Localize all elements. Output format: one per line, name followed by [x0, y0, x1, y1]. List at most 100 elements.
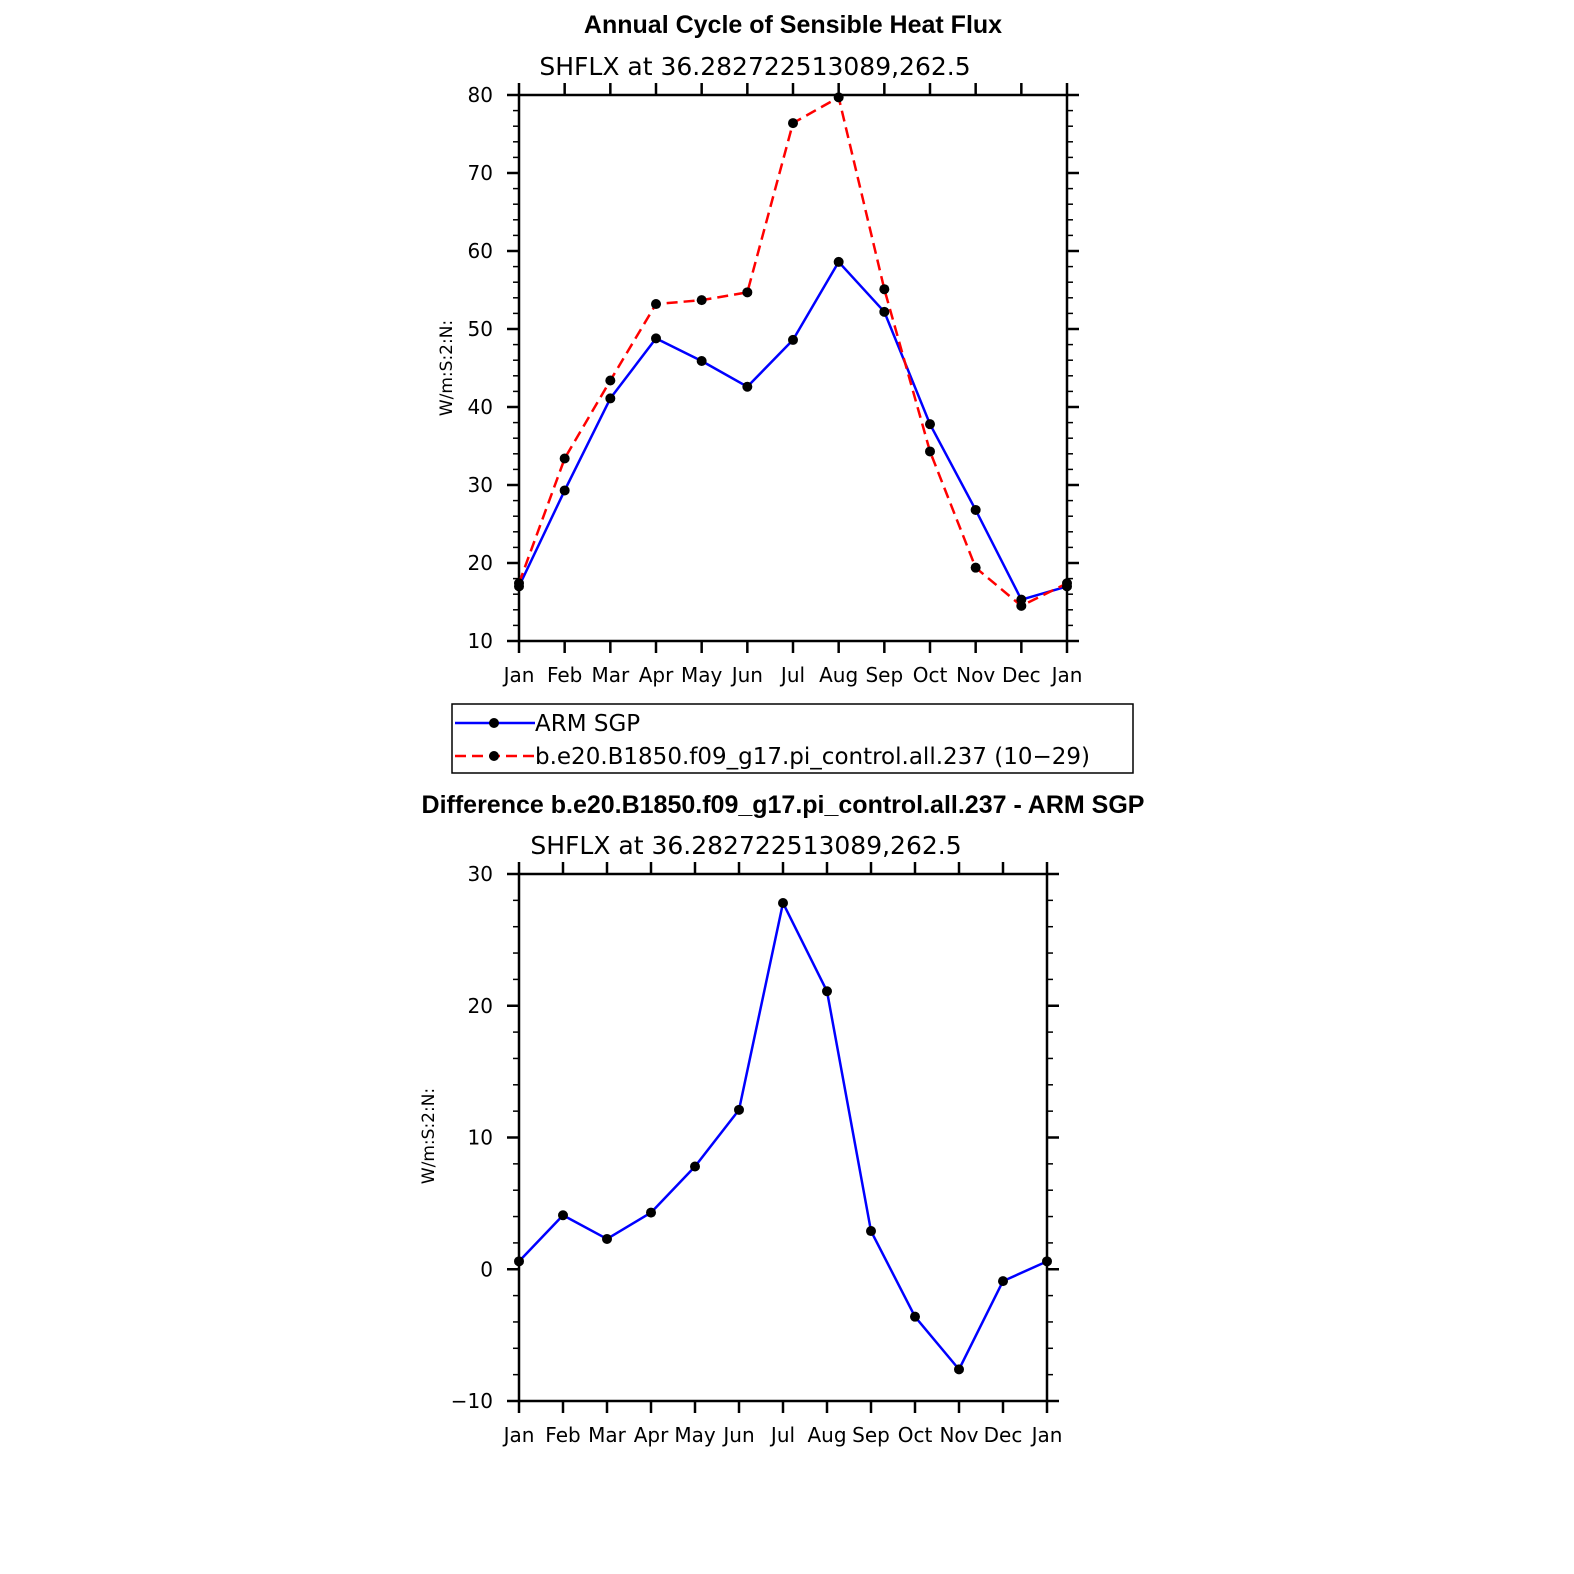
- y-axis-label: W/m:S:2:N:: [437, 320, 457, 416]
- data-point: [646, 1207, 656, 1218]
- data-point: [788, 118, 798, 129]
- y-tick-label: 20: [468, 551, 493, 575]
- y-tick-label: 0: [480, 1257, 493, 1281]
- chart-title: Annual Cycle of Sensible Heat Flux: [584, 11, 1002, 39]
- y-tick-label: 40: [468, 395, 493, 419]
- series-line-0: [517, 260, 1068, 601]
- y-tick-label: 50: [468, 317, 493, 341]
- chart-subtitle: SHFLX at 36.282722513089,262.5: [530, 831, 961, 860]
- y-axis-label: W/m:S:2:N:: [419, 1088, 439, 1184]
- difference-chart: Difference b.e20.B1850.f09_g17.pi_contro…: [419, 791, 1144, 1447]
- y-tick-label: 10: [468, 1126, 493, 1150]
- x-tick-label: Nov: [939, 1423, 978, 1447]
- x-tick-label: Mar: [588, 1423, 627, 1447]
- data-point: [558, 1210, 568, 1221]
- data-point: [559, 485, 570, 496]
- series-markers: [514, 897, 1052, 1375]
- x-tick-label: Apr: [639, 663, 674, 687]
- data-point: [1042, 1256, 1052, 1267]
- legend-box: [451, 703, 1134, 774]
- x-tick-label: Aug: [807, 1423, 846, 1447]
- x-tick-label: Aug: [819, 663, 858, 687]
- data-point: [734, 1104, 744, 1115]
- series-lines: [517, 96, 1068, 608]
- plot-frame: [517, 872, 1049, 1403]
- data-point: [602, 1233, 612, 1244]
- series-markers: [514, 92, 1072, 611]
- data-point: [910, 1311, 920, 1322]
- x-tick-label: Jan: [502, 1423, 535, 1447]
- x-tick-label: Nov: [956, 663, 995, 687]
- data-point: [696, 295, 707, 306]
- data-point: [879, 306, 890, 317]
- data-point: [1062, 578, 1072, 589]
- legend-marker-arm-sgp: [489, 718, 499, 728]
- data-point: [651, 333, 661, 344]
- y-tick-label: 60: [468, 239, 493, 263]
- data-point: [696, 355, 707, 366]
- data-point: [822, 986, 832, 997]
- legend-label-arm-sgp: ARM SGP: [535, 711, 640, 737]
- axes: Jan Feb Mar Apr May Jun Jul Aug Sep Oct Nov Dec Jan−…: [451, 862, 1063, 1447]
- x-tick-label: Feb: [547, 663, 582, 687]
- y-tick-label: 30: [468, 473, 493, 497]
- data-point: [1016, 600, 1027, 611]
- data-point: [925, 446, 935, 457]
- data-point: [651, 299, 661, 310]
- y-tick-label: 20: [468, 994, 493, 1018]
- x-tick-label: Jul: [779, 663, 805, 687]
- series-line-0: [518, 901, 1048, 1371]
- x-tick-label: May: [681, 663, 723, 687]
- y-tick-label: 70: [468, 161, 493, 185]
- chart-subtitle: SHFLX at 36.282722513089,262.5: [539, 52, 970, 81]
- legend-label-model: b.e20.B1850.f09_g17.pi_control.all.237 (…: [535, 744, 1090, 770]
- data-point: [690, 1161, 700, 1172]
- x-tick-label: Feb: [545, 1423, 580, 1447]
- data-point: [778, 897, 788, 908]
- y-tick-label: 30: [468, 862, 493, 886]
- data-point: [605, 393, 616, 404]
- data-point: [998, 1276, 1008, 1287]
- data-point: [954, 1364, 964, 1375]
- x-tick-label: May: [674, 1423, 716, 1447]
- data-point: [970, 504, 981, 515]
- data-point: [559, 453, 570, 464]
- data-point: [866, 1226, 876, 1237]
- axes: Jan Feb Mar Apr May Jun Jul Aug Sep Oct Nov Dec Jan 1…: [468, 83, 1083, 687]
- data-point: [742, 287, 753, 298]
- x-tick-label: Apr: [634, 1423, 669, 1447]
- data-point: [788, 334, 798, 345]
- x-tick-label: Oct: [898, 1423, 933, 1447]
- data-point: [833, 256, 844, 267]
- legend-marker-model: [489, 751, 499, 761]
- chart-title: Difference b.e20.B1850.f09_g17.pi_contro…: [422, 791, 1145, 819]
- x-tick-label: Dec: [984, 1423, 1023, 1447]
- x-tick-label: Jan: [502, 663, 535, 687]
- data-point: [514, 578, 524, 589]
- data-point: [970, 562, 981, 573]
- x-tick-label: Jan: [1050, 663, 1083, 687]
- plot-frame: [517, 93, 1069, 643]
- data-point: [742, 381, 753, 392]
- x-tick-label: Jun: [730, 663, 763, 687]
- x-tick-label: Jan: [1030, 1423, 1063, 1447]
- x-tick-label: Dec: [1002, 663, 1041, 687]
- x-tick-label: Jul: [769, 1423, 795, 1447]
- x-tick-label: Oct: [913, 663, 948, 687]
- x-tick-label: Jun: [721, 1423, 754, 1447]
- x-tick-label: Sep: [865, 663, 903, 687]
- data-point: [514, 1256, 524, 1267]
- data-point: [879, 284, 890, 295]
- legend: ARM SGP b.e20.B1850.f09_g17.pi_control.a…: [451, 703, 1134, 774]
- y-tick-label: 10: [468, 629, 493, 653]
- series-lines: [518, 901, 1048, 1371]
- annual-cycle-chart: Annual Cycle of Sensible Heat Flux SHFLX…: [437, 11, 1082, 687]
- x-tick-label: Sep: [852, 1423, 890, 1447]
- y-tick-label: 80: [468, 83, 493, 107]
- data-point: [925, 419, 935, 430]
- data-point: [833, 92, 844, 103]
- y-tick-label: −10: [451, 1389, 493, 1413]
- x-tick-label: Mar: [591, 663, 630, 687]
- data-point: [605, 375, 616, 386]
